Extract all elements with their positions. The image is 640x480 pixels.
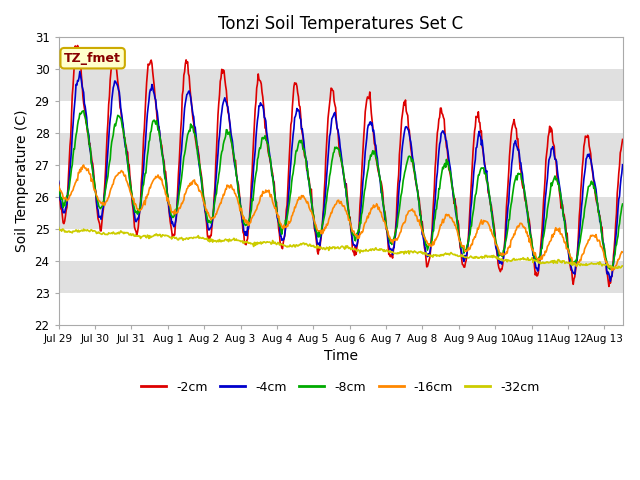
-4cm	[619, 162, 627, 168]
-8cm	[80, 108, 88, 114]
-4cm	[296, 115, 304, 121]
-2cm	[74, 43, 81, 48]
-2cm	[605, 284, 612, 289]
Bar	[59, 69, 623, 101]
Line: -4cm: -4cm	[59, 72, 623, 281]
Text: TZ_fmet: TZ_fmet	[64, 52, 121, 65]
-32cm	[296, 242, 303, 248]
Line: -16cm: -16cm	[59, 165, 623, 271]
-32cm	[55, 225, 63, 230]
-32cm	[473, 254, 481, 260]
-16cm	[134, 207, 142, 213]
-4cm	[317, 232, 325, 238]
-32cm	[57, 227, 65, 233]
-4cm	[474, 139, 481, 144]
-8cm	[474, 178, 481, 184]
-32cm	[460, 252, 467, 258]
-16cm	[460, 243, 468, 249]
-8cm	[134, 206, 142, 212]
-8cm	[317, 229, 325, 235]
Line: -2cm: -2cm	[59, 46, 623, 287]
-4cm	[607, 278, 614, 284]
-16cm	[57, 188, 65, 193]
Bar	[59, 293, 623, 324]
-16cm	[80, 162, 88, 168]
-2cm	[460, 264, 468, 270]
-2cm	[55, 180, 63, 186]
-2cm	[619, 137, 627, 143]
Bar	[59, 101, 623, 133]
X-axis label: Time: Time	[324, 349, 358, 363]
-8cm	[460, 250, 468, 256]
-4cm	[57, 199, 65, 204]
-2cm	[57, 206, 65, 212]
-16cm	[608, 268, 616, 274]
-16cm	[296, 196, 304, 202]
Bar	[59, 197, 623, 229]
Bar	[59, 229, 623, 261]
Line: -8cm: -8cm	[59, 111, 623, 269]
-8cm	[55, 183, 63, 189]
-32cm	[134, 233, 141, 239]
Bar	[59, 37, 623, 69]
-4cm	[134, 216, 142, 222]
-4cm	[460, 259, 468, 264]
-8cm	[57, 196, 65, 202]
Bar	[59, 261, 623, 293]
-8cm	[607, 266, 614, 272]
-4cm	[76, 69, 84, 74]
-8cm	[619, 201, 627, 207]
Bar	[59, 133, 623, 165]
-2cm	[134, 224, 142, 230]
Legend: -2cm, -4cm, -8cm, -16cm, -32cm: -2cm, -4cm, -8cm, -16cm, -32cm	[136, 376, 545, 399]
Line: -32cm: -32cm	[59, 228, 623, 268]
-32cm	[317, 245, 324, 251]
Title: Tonzi Soil Temperatures Set C: Tonzi Soil Temperatures Set C	[218, 15, 463, 33]
-16cm	[619, 249, 627, 255]
Bar	[59, 165, 623, 197]
-32cm	[614, 265, 622, 271]
-8cm	[296, 138, 304, 144]
-4cm	[55, 179, 63, 184]
-32cm	[619, 263, 627, 269]
-16cm	[55, 181, 63, 187]
-2cm	[474, 115, 481, 120]
Y-axis label: Soil Temperature (C): Soil Temperature (C)	[15, 110, 29, 252]
-16cm	[474, 225, 481, 231]
-2cm	[296, 104, 304, 109]
-16cm	[317, 231, 325, 237]
-2cm	[317, 234, 325, 240]
